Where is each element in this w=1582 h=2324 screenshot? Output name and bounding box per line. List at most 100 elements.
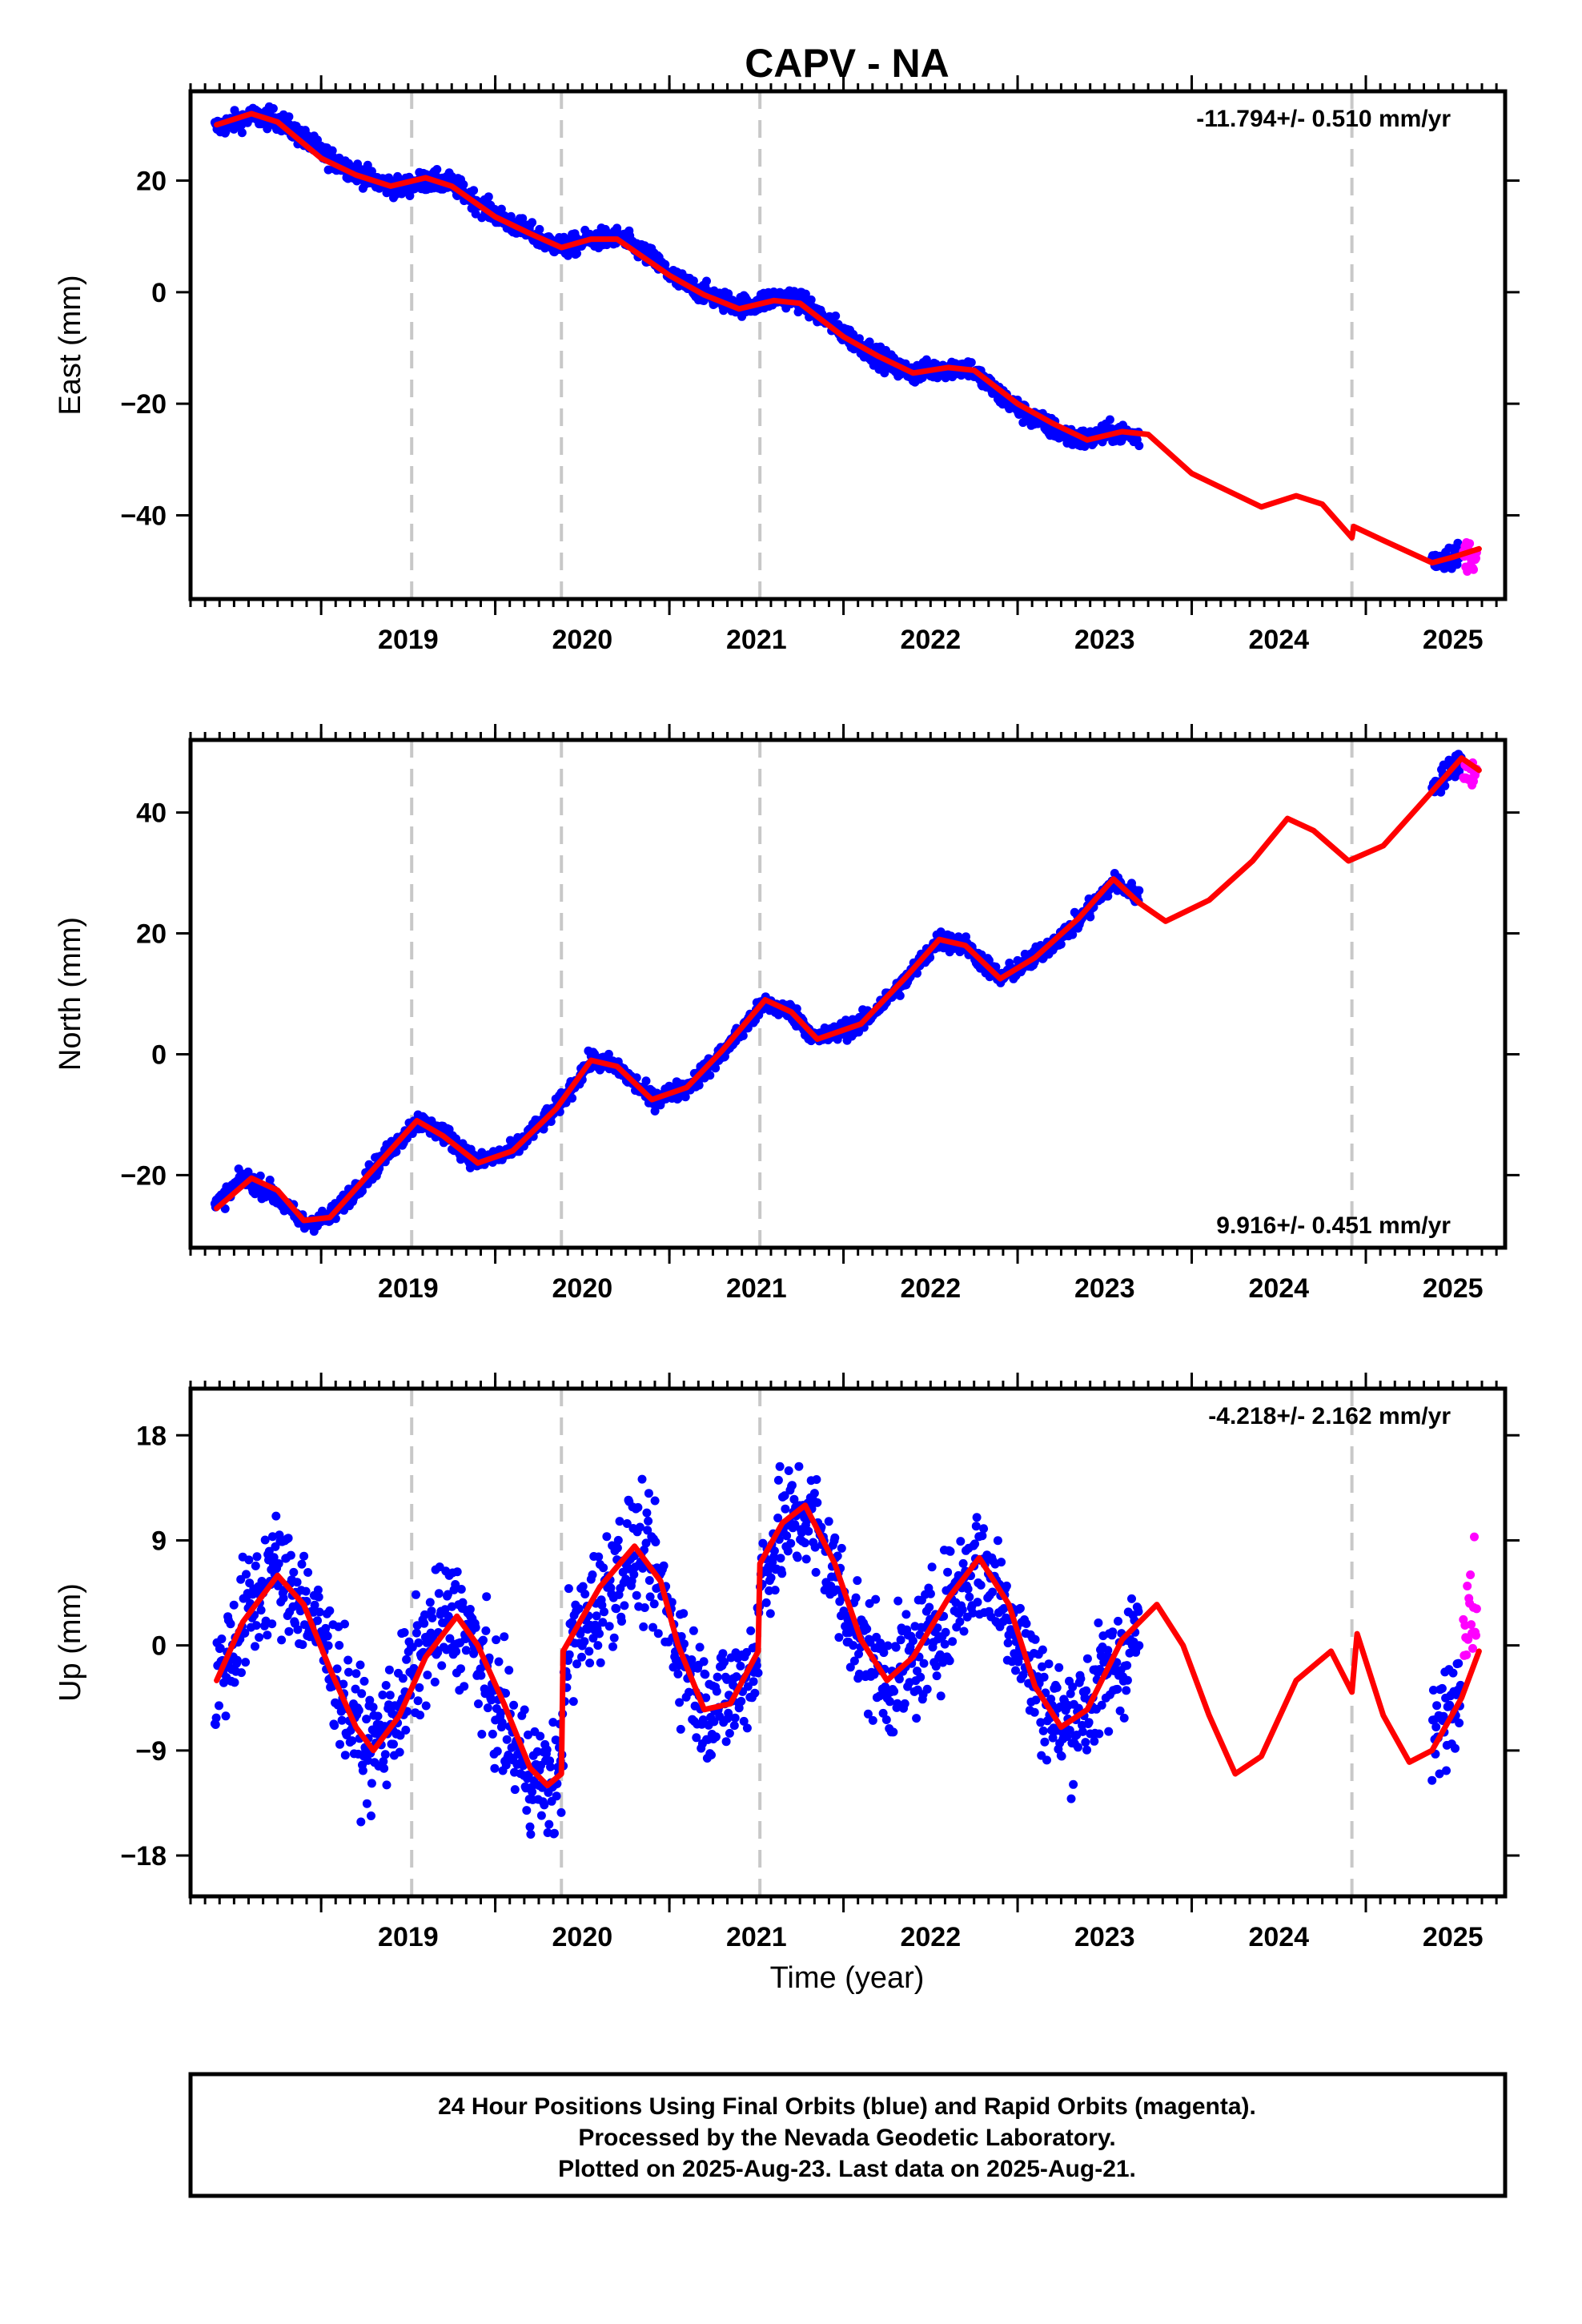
data-point	[1097, 1700, 1106, 1710]
data-point	[230, 1678, 239, 1687]
data-point	[792, 1004, 801, 1014]
data-point	[1122, 1686, 1131, 1695]
data-point	[540, 1800, 549, 1810]
data-point	[461, 1646, 471, 1655]
data-point	[908, 1636, 917, 1646]
data-point	[356, 1817, 366, 1827]
data-point	[274, 1559, 283, 1568]
data-point	[1081, 1738, 1090, 1747]
data-point	[1113, 1684, 1122, 1694]
y-tick-label: −18	[120, 1841, 167, 1872]
data-point	[1068, 1683, 1078, 1691]
data-point	[402, 1655, 412, 1664]
data-point	[255, 1633, 264, 1642]
data-point	[685, 1687, 693, 1697]
data-point	[396, 1731, 405, 1740]
data-point	[993, 1536, 1002, 1546]
data-point	[712, 1687, 721, 1696]
footer-line-3: Plotted on 2025-Aug-23. Last data on 202…	[558, 2156, 1136, 2182]
data-point	[1427, 1775, 1437, 1785]
data-point	[260, 1535, 270, 1545]
data-point	[355, 1660, 365, 1670]
x-tick-label: 2022	[900, 625, 961, 655]
data-point	[522, 1806, 532, 1815]
data-point	[263, 1630, 272, 1640]
data-point	[509, 1700, 519, 1710]
data-point	[869, 1670, 879, 1679]
data-point	[412, 1628, 421, 1638]
data-point	[211, 1720, 220, 1729]
data-point	[460, 1682, 469, 1691]
data-point	[912, 1714, 921, 1723]
data-point	[416, 1711, 425, 1720]
data-point	[568, 1093, 577, 1103]
data-point	[277, 1635, 287, 1645]
data-point	[609, 1633, 619, 1642]
data-point	[711, 1732, 721, 1742]
data-point	[956, 1537, 966, 1546]
data-point	[854, 334, 864, 344]
data-point	[284, 1626, 294, 1636]
data-point	[1030, 1707, 1039, 1717]
data-point	[572, 249, 581, 258]
data-point	[651, 1538, 661, 1546]
x-tick-label: 2024	[1248, 625, 1309, 655]
data-point	[725, 1728, 734, 1738]
data-point	[1042, 1755, 1051, 1765]
data-point	[1432, 1701, 1442, 1711]
data-point	[749, 1677, 758, 1687]
data-point	[590, 1049, 600, 1059]
data-point	[362, 1799, 371, 1808]
data-point	[289, 1567, 299, 1577]
data-point	[347, 1736, 357, 1746]
velocity-annotation: 9.916+/- 0.451 mm/yr	[1216, 1212, 1451, 1239]
data-point	[622, 1519, 632, 1528]
data-point	[789, 1494, 799, 1504]
data-point	[976, 1580, 986, 1590]
data-point	[357, 1689, 367, 1699]
data-point	[365, 1695, 375, 1705]
data-point	[502, 1735, 512, 1744]
velocity-annotation: -4.218+/- 2.162 mm/yr	[1208, 1403, 1451, 1429]
data-point	[492, 1635, 501, 1645]
data-point	[1466, 1570, 1476, 1579]
data-point	[552, 1791, 561, 1801]
data-point	[528, 1787, 537, 1796]
data-point	[713, 1672, 722, 1682]
data-point	[1082, 1654, 1092, 1663]
data-point	[1054, 1663, 1064, 1672]
y-tick-label: 40	[136, 798, 167, 829]
data-point	[849, 1656, 859, 1666]
data-point	[358, 1766, 367, 1775]
data-point	[244, 1555, 254, 1565]
data-point	[649, 1599, 659, 1609]
y-axis-label: North (mm)	[54, 917, 87, 1071]
data-point	[481, 1626, 491, 1635]
data-point	[425, 1598, 435, 1607]
data-point	[1038, 1645, 1047, 1655]
data-point	[868, 1715, 877, 1725]
data-point	[687, 1655, 697, 1664]
data-point	[251, 1561, 260, 1570]
data-point	[551, 1735, 560, 1745]
data-point	[484, 192, 493, 202]
data-point	[500, 1632, 509, 1642]
data-point	[871, 1594, 881, 1604]
data-point	[734, 1703, 744, 1713]
data-point	[337, 1715, 347, 1725]
data-point	[265, 1176, 275, 1184]
data-point	[544, 1819, 554, 1829]
data-point	[483, 1703, 492, 1713]
data-point	[593, 1641, 603, 1651]
data-point	[935, 1650, 945, 1659]
data-point	[801, 1554, 811, 1564]
data-point	[999, 1604, 1009, 1613]
data-point	[344, 1667, 353, 1677]
data-point	[711, 1063, 721, 1073]
footer-line-2: Processed by the Nevada Geodetic Laborat…	[578, 2125, 1115, 2151]
x-tick-label: 2024	[1248, 1922, 1309, 1952]
data-point	[1002, 1581, 1011, 1590]
data-point	[520, 1705, 529, 1715]
data-point	[496, 204, 506, 214]
data-point	[594, 1552, 604, 1562]
